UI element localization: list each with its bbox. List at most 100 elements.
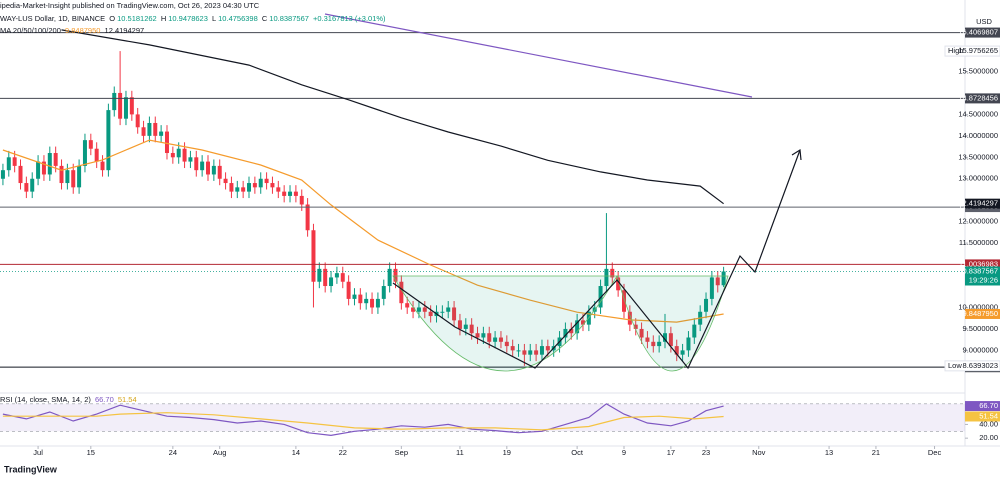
candle-body bbox=[94, 148, 99, 162]
candle-body bbox=[153, 122, 158, 136]
x-tick-label: Oct bbox=[571, 448, 584, 457]
candle-body bbox=[545, 346, 550, 351]
candle-body bbox=[118, 92, 123, 119]
candle-body bbox=[645, 337, 650, 342]
level-label-bg bbox=[965, 93, 1000, 104]
candle-body bbox=[352, 294, 357, 299]
y-tick-label: 13.0000000 bbox=[958, 174, 998, 183]
publisher-line: ipedia-Market-Insight published on Tradi… bbox=[0, 1, 261, 11]
candle-body bbox=[493, 337, 498, 342]
candle-body bbox=[393, 268, 398, 282]
candle-body bbox=[627, 311, 632, 325]
candle-body bbox=[123, 97, 128, 119]
candle-body bbox=[229, 183, 234, 192]
x-tick-label: Sep bbox=[395, 448, 408, 457]
candle-body bbox=[293, 191, 298, 196]
candle-body bbox=[288, 191, 293, 196]
candle-body bbox=[211, 165, 216, 175]
high-box bbox=[944, 45, 1000, 57]
candle-body bbox=[457, 320, 462, 329]
candle-body bbox=[709, 277, 714, 299]
symbol: WAY-LUS Dollar, 1D, BINANCE bbox=[0, 14, 106, 23]
y-tick-label: 14.5000000 bbox=[958, 109, 998, 118]
candle-body bbox=[569, 328, 574, 334]
drawings bbox=[324, 13, 802, 372]
y-tick-label: 10.0000000 bbox=[958, 302, 998, 311]
ma-last: 9.8487950 bbox=[963, 309, 998, 318]
candle-body bbox=[481, 333, 486, 338]
candle-body bbox=[663, 333, 668, 342]
y-tick-label: 12.0000000 bbox=[958, 217, 998, 226]
ma-value: 12.4194297 bbox=[104, 26, 145, 35]
x-tick-label: 14 bbox=[292, 448, 300, 457]
candle-body bbox=[217, 165, 222, 179]
candle-body bbox=[463, 324, 468, 329]
ma-title: MA 20/50/100/200 bbox=[0, 26, 61, 35]
candle-body bbox=[282, 191, 287, 196]
y-tick-label: 40.00 bbox=[979, 419, 998, 428]
ohlc-high: 10.9478623 bbox=[168, 14, 208, 23]
x-tick-label: Dec bbox=[928, 448, 942, 457]
candle-body bbox=[358, 294, 363, 304]
ma-value: 9.8487950 bbox=[64, 26, 101, 35]
candle-body bbox=[200, 161, 205, 171]
candle-body bbox=[440, 311, 445, 313]
candles bbox=[0, 51, 726, 366]
candle-body bbox=[522, 350, 527, 355]
moving-average bbox=[61, 29, 724, 205]
x-tick-label: 11 bbox=[456, 448, 464, 457]
candle-body bbox=[194, 157, 199, 171]
level-label: 14.8728456 bbox=[958, 93, 998, 102]
candle-body bbox=[241, 187, 246, 192]
candle-body bbox=[329, 277, 334, 287]
candle-body bbox=[47, 153, 52, 175]
low-value: 8.6393023 bbox=[963, 361, 998, 370]
candle-body bbox=[12, 157, 17, 166]
ohlc-prefix: O bbox=[109, 14, 116, 23]
candle-body bbox=[247, 183, 252, 192]
candle-body bbox=[65, 170, 70, 184]
level-label-bg bbox=[965, 27, 1000, 38]
candle-body bbox=[170, 153, 175, 158]
high-label: High bbox=[948, 46, 963, 55]
x-tick-label: 15 bbox=[87, 448, 95, 457]
y-tick-label: 20.00 bbox=[979, 433, 998, 442]
countdown: 19:29:26 bbox=[969, 275, 998, 284]
candle-body bbox=[370, 298, 375, 308]
y-tick-label: 15.5000000 bbox=[958, 66, 998, 75]
rsi-value: 66.70 bbox=[94, 395, 114, 404]
candle-body bbox=[264, 178, 269, 184]
candle-body bbox=[364, 298, 369, 304]
ohlc-close: 10.8387567 bbox=[269, 14, 309, 23]
rsi-last-bg bbox=[965, 401, 1000, 412]
candle-body bbox=[311, 230, 316, 282]
candle-body bbox=[129, 97, 134, 115]
candle-body bbox=[112, 92, 117, 111]
y-tick-label: 14.0000000 bbox=[958, 131, 998, 140]
cup-right bbox=[616, 275, 729, 372]
level-label: 16.4069807 bbox=[958, 28, 998, 37]
candle-body bbox=[0, 170, 5, 179]
ohlc-low: 10.4756398 bbox=[218, 14, 258, 23]
candle-body bbox=[504, 341, 509, 347]
candle-body bbox=[340, 273, 345, 282]
candle-body bbox=[422, 307, 427, 312]
candle-body bbox=[88, 140, 93, 149]
candle-body bbox=[36, 161, 41, 179]
x-tick-label: 24 bbox=[169, 448, 177, 457]
candle-body bbox=[6, 157, 11, 171]
ohlc-prefix: H bbox=[160, 14, 167, 23]
candle-body bbox=[674, 346, 679, 355]
arrow-head bbox=[791, 148, 802, 161]
candle-body bbox=[498, 337, 503, 342]
ohlc-prefix: L bbox=[211, 14, 217, 23]
candle-body bbox=[539, 346, 544, 355]
candle-body bbox=[334, 273, 339, 278]
rsi-band bbox=[0, 403, 965, 432]
candle-body bbox=[686, 337, 691, 351]
candle-body bbox=[276, 187, 281, 192]
low-label: Low bbox=[948, 361, 962, 370]
candle-body bbox=[164, 131, 169, 154]
candle-body bbox=[270, 183, 275, 188]
